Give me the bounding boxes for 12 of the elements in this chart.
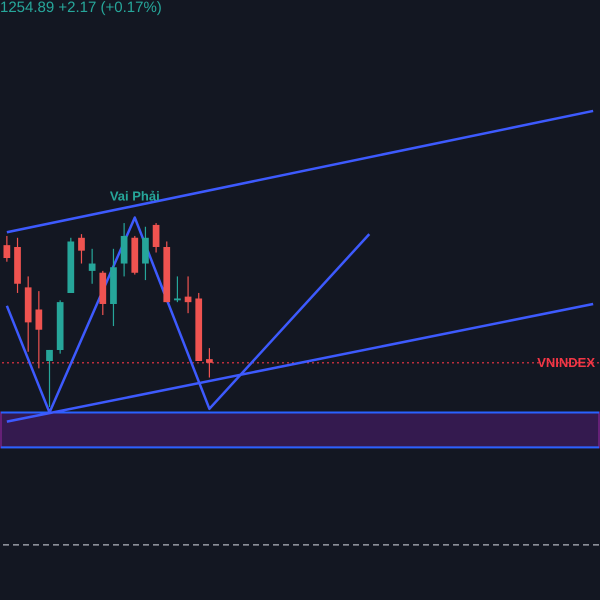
candlestick	[35, 290, 42, 369]
candlestick	[184, 276, 192, 314]
chart-title: 1254.89 +2.17 (+0.17%)	[0, 0, 162, 16]
candlestick	[46, 349, 53, 408]
candlestick	[152, 222, 160, 254]
ref-line-label: VNINDEX	[537, 354, 596, 370]
candlestick	[174, 276, 181, 303]
candlestick	[88, 248, 96, 284]
candlestick	[4, 235, 10, 262]
candlestick	[206, 348, 213, 378]
candlestick	[78, 234, 85, 264]
text: Vai Phải	[110, 188, 160, 204]
